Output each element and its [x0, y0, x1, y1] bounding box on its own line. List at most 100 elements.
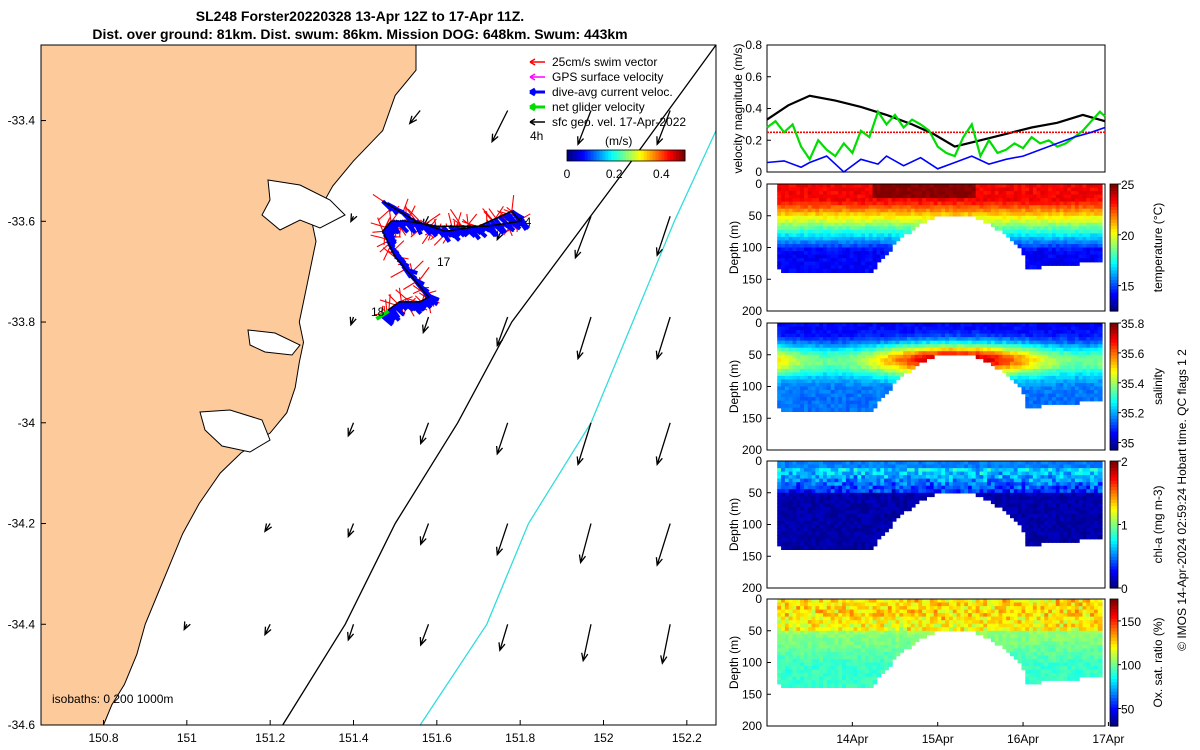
section-cell: [1044, 198, 1050, 203]
section-cell: [1040, 198, 1046, 203]
section-cell: [952, 198, 958, 203]
section-cell: [872, 215, 878, 221]
dive-current-vector: [454, 224, 469, 238]
section-cell: [819, 347, 824, 352]
section-cell: [1074, 236, 1080, 242]
section-cell: [1025, 244, 1031, 249]
section-cell: [933, 187, 939, 192]
section-cell: [1044, 254, 1050, 259]
section-cell: [945, 464, 950, 469]
colorbar-cell: [1110, 421, 1118, 426]
section-cell: [1025, 215, 1031, 221]
section-cell: [975, 478, 981, 483]
section-cell: [834, 397, 840, 402]
section-cell: [830, 337, 836, 342]
section-cell: [784, 521, 790, 526]
section-cell: [983, 326, 989, 331]
section-cell: [1029, 191, 1034, 196]
section-cell: [876, 351, 882, 356]
section-cell: [781, 187, 786, 192]
section-cell: [952, 340, 958, 345]
section-cell: [1067, 212, 1072, 217]
section-cell: [800, 365, 805, 370]
colorbar-cell: [1110, 212, 1118, 217]
section-cell: [1017, 368, 1023, 374]
section-cell: [1044, 261, 1050, 266]
section-cell: [998, 208, 1004, 213]
section-cell: [834, 528, 840, 533]
section-cell: [811, 375, 817, 381]
section-cell: [804, 375, 809, 381]
section-cell: [861, 386, 866, 391]
colorbar-tick-label: 35: [1121, 437, 1135, 451]
section-cell: [823, 244, 828, 249]
section-cell: [838, 236, 844, 242]
section-cell: [792, 390, 798, 395]
dive-current-vector: [506, 211, 518, 225]
section-cell: [845, 513, 851, 519]
section-cell: [1074, 212, 1080, 217]
section-cell: [815, 240, 821, 245]
section-cell: [861, 344, 866, 349]
section-cell: [861, 375, 866, 381]
geo-velocity-arrow: [419, 624, 430, 647]
section-cell: [1029, 251, 1034, 256]
section-cell: [819, 485, 824, 490]
section-cell: [914, 347, 920, 352]
section-cell: [830, 354, 836, 360]
section-cell: [1036, 361, 1042, 367]
section-cell: [1040, 247, 1046, 252]
section-cell: [845, 475, 851, 480]
section-cell: [838, 323, 844, 328]
section-cell: [792, 383, 798, 388]
section-cell: [861, 323, 866, 328]
section-cell: [990, 496, 996, 501]
section-cell: [842, 468, 847, 473]
section-cell: [815, 499, 821, 505]
section-cell: [842, 365, 847, 370]
section-cell: [968, 347, 973, 352]
section-cell: [807, 354, 813, 360]
section-cell: [804, 524, 809, 529]
section-cell: [842, 358, 847, 363]
section-cell: [1006, 229, 1011, 235]
section-cell: [865, 258, 870, 263]
section-cell: [1086, 340, 1092, 345]
section-cell: [1052, 261, 1057, 266]
section-cell: [823, 521, 828, 526]
section-cell: [876, 258, 882, 263]
section-cell: [994, 212, 1000, 217]
swim-vector: [448, 212, 453, 227]
section-cell: [865, 499, 870, 505]
section-cell: [777, 468, 782, 473]
section-cell: [914, 187, 920, 192]
section-cell: [903, 205, 908, 210]
section-cell: [1059, 379, 1065, 384]
section-cell: [1059, 247, 1065, 252]
section-cell: [1059, 198, 1065, 203]
section-cell: [777, 492, 782, 498]
section-cell: [1006, 330, 1011, 335]
section-cell: [857, 194, 863, 199]
section-cell: [868, 383, 874, 388]
section-cell: [1025, 485, 1031, 490]
section-cell: [853, 265, 859, 270]
section-cell: [834, 187, 840, 192]
section-cell: [853, 226, 859, 231]
section-cell: [918, 461, 924, 466]
section-cell: [784, 226, 790, 231]
section-cell: [1025, 233, 1031, 238]
section-cell: [800, 215, 805, 221]
section-cell: [1086, 347, 1092, 352]
section-cell: [971, 184, 977, 189]
section-cell: [891, 475, 897, 480]
section-cell: [872, 258, 878, 263]
section-cell: [884, 379, 889, 384]
section-cell: [880, 244, 886, 249]
section-cell: [857, 393, 863, 398]
section-cell: [1059, 368, 1065, 374]
section-cell: [1025, 344, 1031, 349]
section-cell: [807, 358, 813, 363]
section-cell: [868, 542, 874, 547]
section-cell: [804, 191, 809, 196]
